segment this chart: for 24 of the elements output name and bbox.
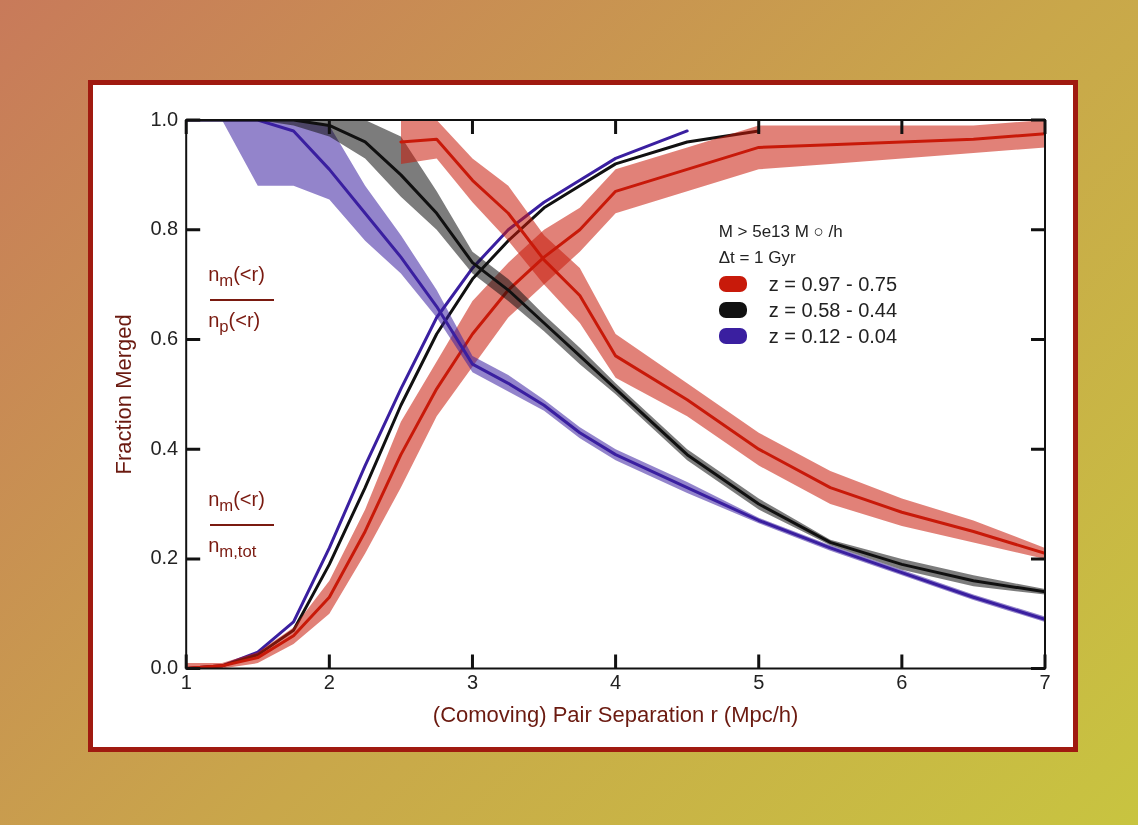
x-tick-label: 1	[180, 671, 192, 694]
x-axis-title: (Comoving) Pair Separation r (Mpc/h)	[432, 701, 799, 727]
y-tick-label: 0.2	[150, 546, 179, 569]
annotation: n$_{m,tot}$	[208, 533, 258, 562]
annotation: Δt = 1 Gyr	[718, 246, 797, 269]
y-tick-label: 0.0	[150, 656, 179, 679]
y-tick-label: 1.0	[150, 107, 179, 130]
legend-label: z = 0.12 - 0.04	[768, 323, 898, 349]
y-tick-label: 0.4	[150, 436, 179, 459]
annotation: n$_{m}$(<r)	[208, 262, 266, 291]
x-tick-label: 7	[1039, 671, 1051, 694]
annotation: n$_{m}$(<r)	[208, 487, 266, 516]
x-tick-label: 6	[896, 671, 908, 694]
x-tick-label: 5	[753, 671, 765, 694]
y-axis-title: Fraction Merged	[111, 314, 137, 475]
x-tick-label: 2	[323, 671, 335, 694]
legend-title: M > 5e13 M ○ /h	[718, 220, 844, 243]
x-tick-label: 4	[610, 671, 622, 694]
y-tick-label: 0.8	[150, 217, 179, 240]
legend-label: z = 0.58 - 0.44	[768, 297, 898, 323]
annotation: n$_{p}$(<r)	[208, 308, 262, 337]
x-tick-label: 3	[466, 671, 479, 694]
legend-label: z = 0.97 - 0.75	[768, 271, 898, 297]
y-tick-label: 0.6	[150, 326, 179, 349]
